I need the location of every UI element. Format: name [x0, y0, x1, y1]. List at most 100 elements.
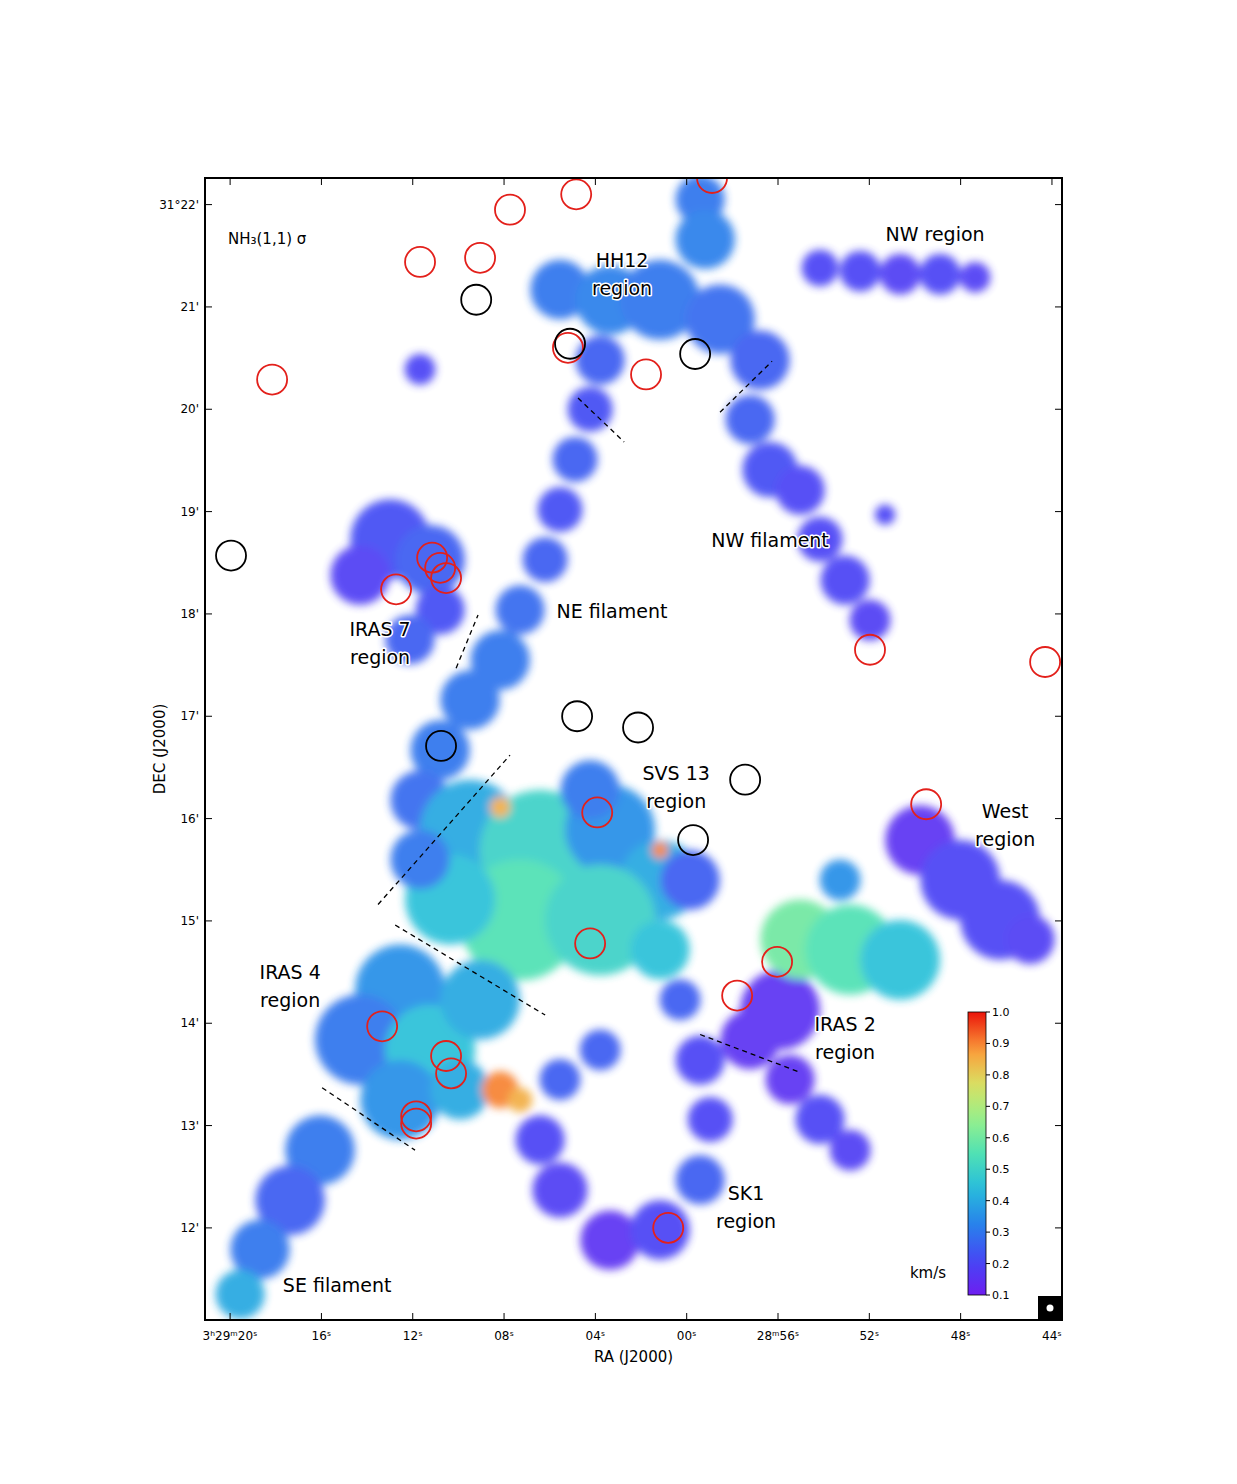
x-axis-title: RA (J2000) — [594, 1348, 673, 1366]
boundary-line — [720, 361, 772, 412]
emission-blob — [766, 1055, 815, 1104]
colorbar-tick — [986, 1169, 990, 1170]
colorbar-tick — [986, 1295, 990, 1296]
boundary-line — [456, 615, 478, 668]
y-tick — [205, 204, 212, 205]
y-tick — [1055, 306, 1062, 307]
frame — [205, 178, 1062, 1320]
x-tick-label: 12ˢ — [403, 1329, 423, 1343]
colorbar-tick-label: 0.4 — [992, 1195, 1010, 1208]
emission-blob — [395, 525, 465, 595]
emission-blob — [776, 466, 825, 515]
region-label: region — [592, 277, 652, 299]
source-circle — [911, 789, 941, 819]
emission-blob — [516, 1115, 565, 1164]
colorbar-tick-label: 0.7 — [992, 1100, 1010, 1113]
x-tick — [230, 178, 231, 185]
emission-blob — [960, 262, 991, 293]
source-circle — [730, 765, 760, 795]
x-tick-label: 52ˢ — [859, 1329, 879, 1343]
y-tick — [1055, 818, 1062, 819]
source-circle — [401, 1109, 431, 1139]
x-tick — [321, 1313, 322, 1320]
emission-blob — [532, 1162, 587, 1217]
colorbar-tick-label: 0.3 — [992, 1226, 1010, 1239]
y-tick-label: 15' — [180, 914, 199, 928]
emission-blob — [508, 1088, 533, 1113]
source-circle — [562, 701, 592, 731]
colorbar-tick — [986, 1232, 990, 1233]
colorbar-tick-label: 0.9 — [992, 1037, 1010, 1050]
emission-blob — [920, 254, 961, 295]
y-tick-label: 20' — [180, 402, 199, 416]
colorbar-tick — [986, 1074, 990, 1075]
colorbar-tick — [986, 1200, 990, 1201]
emission-blob — [676, 210, 735, 269]
y-tick — [205, 716, 212, 717]
source-circle — [431, 563, 461, 593]
region-label: region — [350, 646, 410, 668]
boundary-line — [578, 398, 624, 442]
chart: 3ʰ29ᵐ20ˢ16ˢ12ˢ08ˢ04ˢ00ˢ28ᵐ56ˢ52ˢ48ˢ44ˢ31… — [0, 0, 1237, 1484]
x-tick — [412, 1313, 413, 1320]
source-circle — [561, 179, 591, 209]
x-tick — [595, 178, 596, 185]
region-label: IRAS 7 — [349, 618, 410, 640]
x-tick — [230, 1313, 231, 1320]
source-circle — [465, 243, 495, 273]
colorbar-tick — [986, 1263, 990, 1264]
x-tick — [778, 1313, 779, 1320]
emission-blob — [880, 254, 921, 295]
y-tick — [205, 1227, 212, 1228]
emission-blob — [840, 251, 881, 292]
colorbar-label: km/s — [910, 1264, 946, 1282]
emission-blob — [802, 250, 839, 287]
emission-blob — [821, 556, 870, 605]
y-tick — [205, 920, 212, 921]
source-circle — [623, 713, 653, 743]
colorbar — [968, 1012, 986, 1295]
beam — [1047, 1305, 1054, 1312]
region-label: region — [716, 1210, 776, 1232]
emission-blob — [360, 1060, 440, 1140]
colorbar-tick-label: 0.8 — [992, 1069, 1010, 1082]
colorbar-tick-label: 0.1 — [992, 1289, 1010, 1302]
y-tick — [205, 613, 212, 614]
colorbar-tick — [986, 1137, 990, 1138]
x-tick-label: 04ˢ — [586, 1329, 606, 1343]
y-tick-label: 31°22' — [159, 198, 199, 212]
x-tick — [686, 1313, 687, 1320]
source-circle — [495, 195, 525, 225]
emission-blob — [440, 670, 499, 729]
y-tick — [1055, 511, 1062, 512]
emission-blob — [688, 1097, 733, 1142]
y-tick — [1055, 1023, 1062, 1024]
emission-blob — [523, 537, 568, 582]
emission-blob — [553, 437, 598, 482]
x-tick-label: 3ʰ29ᵐ20ˢ — [203, 1329, 258, 1343]
y-tick-label: 12' — [180, 1221, 199, 1235]
source-circle — [461, 285, 491, 315]
y-axis-title: DEC (J2000) — [151, 704, 169, 795]
colorbar-tick-label: 0.6 — [992, 1132, 1010, 1145]
region-label: NW filament — [711, 529, 829, 551]
x-tick — [504, 1313, 505, 1320]
x-tick — [321, 178, 322, 185]
source-circle — [653, 1213, 683, 1243]
emission-blob — [660, 979, 701, 1020]
y-tick — [1055, 716, 1062, 717]
emission-blob — [490, 797, 510, 817]
emission-blob — [540, 1059, 581, 1100]
y-tick-label: 21' — [180, 300, 199, 314]
y-tick — [205, 511, 212, 512]
emission-blob — [726, 395, 775, 444]
emission-blob — [495, 585, 544, 634]
y-tick-label: 19' — [180, 505, 199, 519]
x-tick — [869, 178, 870, 185]
emission-blob — [830, 1130, 871, 1171]
region-label: region — [815, 1041, 875, 1063]
boundary-line — [395, 925, 545, 1015]
emission-blob — [390, 830, 449, 889]
emission-blob — [580, 1029, 621, 1070]
x-tick-label: 28ᵐ56ˢ — [757, 1329, 800, 1343]
